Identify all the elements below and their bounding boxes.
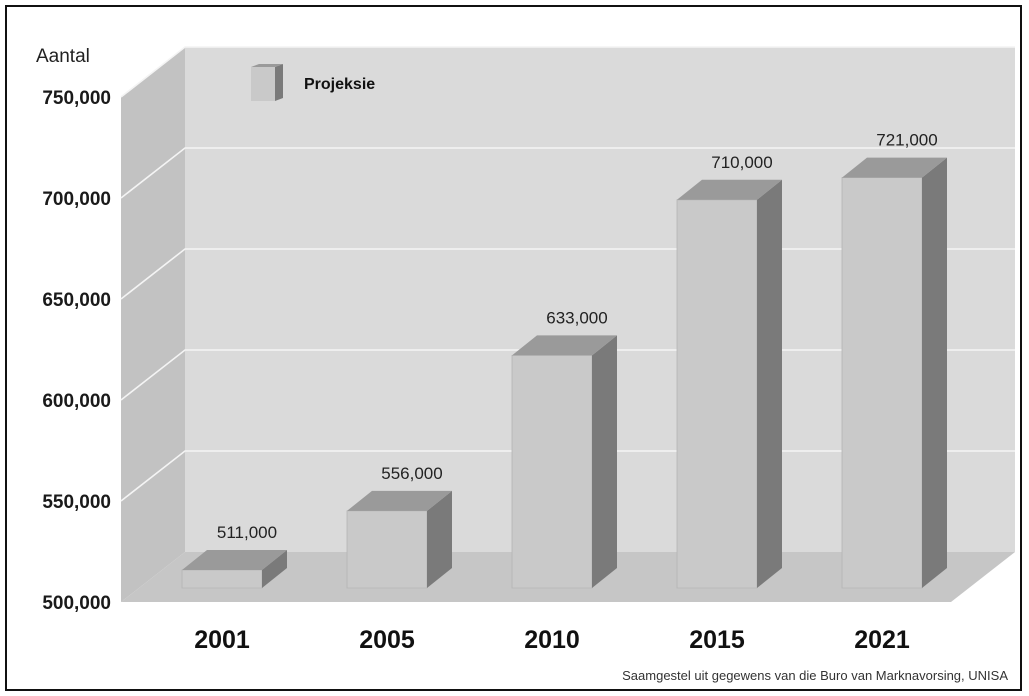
source-note: Saamgestel uit gegewens van die Buro van… <box>622 668 1008 683</box>
x-tick-label: 2010 <box>524 626 580 654</box>
data-label: 633,000 <box>546 308 607 327</box>
bar-chart: 511,000 556,000 633,000 710,000 721,000 500,… <box>36 46 1015 654</box>
bar-front <box>511 354 593 589</box>
bar <box>676 179 782 589</box>
bar-side <box>757 179 782 589</box>
x-tick-label: 2021 <box>854 626 910 654</box>
data-label: 721,000 <box>876 131 937 150</box>
bar <box>181 550 287 589</box>
y-axis-label: Aantal <box>36 46 90 67</box>
bar-top <box>347 490 452 511</box>
bar-front <box>841 177 923 589</box>
legend-swatch-top <box>251 64 283 67</box>
bar-side <box>427 490 452 588</box>
legend-swatch-front <box>251 67 275 101</box>
legend-swatch-side <box>275 64 283 101</box>
legend: Projeksie <box>251 64 375 101</box>
bar-top <box>677 179 782 200</box>
legend-label: Projeksie <box>304 76 375 93</box>
bar <box>346 490 452 589</box>
bar-top <box>182 550 287 570</box>
bar-front <box>181 569 263 589</box>
y-tick-label: 700,000 <box>42 189 111 210</box>
data-label: 556,000 <box>381 464 442 483</box>
x-tick-label: 2001 <box>194 626 250 654</box>
y-tick-label: 650,000 <box>42 290 111 311</box>
x-axis-tick-labels: 2001 2005 2010 2015 2021 <box>194 626 910 654</box>
bar-top <box>512 335 617 356</box>
data-label: 511,000 <box>217 523 277 542</box>
bar-front <box>676 199 758 589</box>
left-side-wall <box>121 47 185 602</box>
y-axis-tick-labels: 500,000 550,000 600,000 650,000 700,000 750,0… <box>42 88 111 614</box>
y-tick-label: 600,000 <box>42 391 111 412</box>
back-wall <box>185 47 1015 552</box>
y-tick-label: 500,000 <box>42 593 111 614</box>
bar-side <box>922 157 947 588</box>
y-tick-label: 550,000 <box>42 492 111 513</box>
bar <box>841 157 947 589</box>
x-tick-label: 2005 <box>359 626 415 654</box>
y-tick-label: 750,000 <box>42 88 111 109</box>
bars <box>181 157 947 589</box>
gridline <box>120 46 1015 98</box>
bar-front <box>346 510 428 589</box>
bar-side <box>262 550 287 588</box>
gridline <box>120 147 1015 199</box>
data-label: 710,000 <box>711 153 772 172</box>
bar <box>511 335 617 589</box>
bar-top <box>842 157 947 178</box>
bar-side <box>592 335 617 588</box>
chart-frame: 511,000 556,000 633,000 710,000 721,000 500,… <box>5 5 1022 691</box>
x-tick-label: 2015 <box>689 626 745 654</box>
data-labels: 511,000 556,000 633,000 710,000 721,000 <box>217 131 938 542</box>
